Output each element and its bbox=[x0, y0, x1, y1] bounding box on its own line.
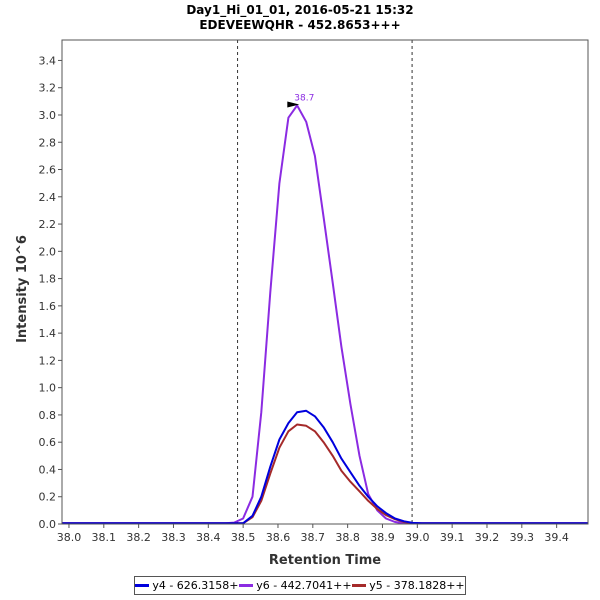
legend-label-y5: y5 - 378.1828++ bbox=[369, 579, 465, 592]
y-tick-label: 3.4 bbox=[39, 54, 57, 67]
plot-frame bbox=[61, 39, 589, 525]
x-tick-label: 38.0 bbox=[57, 531, 82, 544]
y-tick-label: 0.8 bbox=[39, 409, 57, 422]
x-tick-label: 38.9 bbox=[370, 531, 395, 544]
x-tick-label: 38.8 bbox=[335, 531, 360, 544]
x-tick-label: 39.3 bbox=[510, 531, 535, 544]
chart-subtitle: EDEVEEWQHR - 452.8653+++ bbox=[199, 18, 401, 32]
x-tick-label: 38.6 bbox=[266, 531, 291, 544]
y-tick-label: 2.4 bbox=[39, 191, 57, 204]
legend-swatch-y5 bbox=[352, 584, 367, 587]
y-tick-label: 1.6 bbox=[39, 300, 57, 313]
y-tick-label: 2.8 bbox=[39, 136, 57, 149]
x-tick-label: 39.2 bbox=[475, 531, 500, 544]
x-tick-label: 38.4 bbox=[196, 531, 221, 544]
x-tick-label: 38.5 bbox=[231, 531, 256, 544]
legend-label-y4: y4 - 626.3158+ bbox=[152, 579, 239, 592]
y-tick-label: 2.6 bbox=[39, 164, 57, 177]
y-tick-label: 3.0 bbox=[39, 109, 57, 122]
x-axis-label: Retention Time bbox=[269, 553, 381, 568]
y-tick-label: 1.4 bbox=[39, 327, 57, 340]
x-tick-label: 38.1 bbox=[92, 531, 117, 544]
y-tick-label: 2.0 bbox=[39, 245, 57, 258]
y-tick-label: 3.2 bbox=[39, 82, 57, 95]
x-tick-label: 39.0 bbox=[405, 531, 430, 544]
series-line-y4 bbox=[62, 409, 588, 525]
y-tick-label: 1.8 bbox=[39, 273, 57, 286]
legend-label-y6: y6 - 442.7041++ bbox=[256, 579, 352, 592]
y-tick-label: 0.2 bbox=[39, 491, 57, 504]
y-axis-label: Intensity 10^6 bbox=[15, 235, 30, 343]
y-tick-label: 1.2 bbox=[39, 354, 57, 367]
series-line-y6 bbox=[62, 104, 588, 525]
x-tick-label: 39.4 bbox=[544, 531, 569, 544]
peak-annotation: 38.7 bbox=[294, 93, 314, 103]
legend-item-y6: y6 - 442.7041++ bbox=[239, 579, 352, 592]
series-line-y5 bbox=[62, 423, 588, 525]
x-tick-label: 38.3 bbox=[161, 531, 186, 544]
chart-title: Day1_Hi_01_01, 2016-05-21 15:32 bbox=[186, 3, 414, 17]
legend-item-y4: y4 - 626.3158+ bbox=[135, 579, 239, 592]
y-tick-label: 1.0 bbox=[39, 382, 57, 395]
peak-arrow-icon bbox=[287, 101, 300, 108]
y-tick-label: 2.2 bbox=[39, 218, 57, 231]
y-tick-label: 0.0 bbox=[39, 518, 57, 531]
x-tick-label: 38.7 bbox=[301, 531, 326, 544]
x-tick-label: 38.2 bbox=[126, 531, 151, 544]
y-tick-label: 0.4 bbox=[39, 463, 57, 476]
legend-item-y5: y5 - 378.1828++ bbox=[352, 579, 465, 592]
legend-swatch-y4 bbox=[135, 584, 150, 587]
x-tick-label: 39.1 bbox=[440, 531, 465, 544]
legend-swatch-y6 bbox=[239, 584, 254, 587]
y-tick-label: 0.6 bbox=[39, 436, 57, 449]
legend: y4 - 626.3158+ y6 - 442.7041++ y5 - 378.… bbox=[134, 576, 466, 595]
